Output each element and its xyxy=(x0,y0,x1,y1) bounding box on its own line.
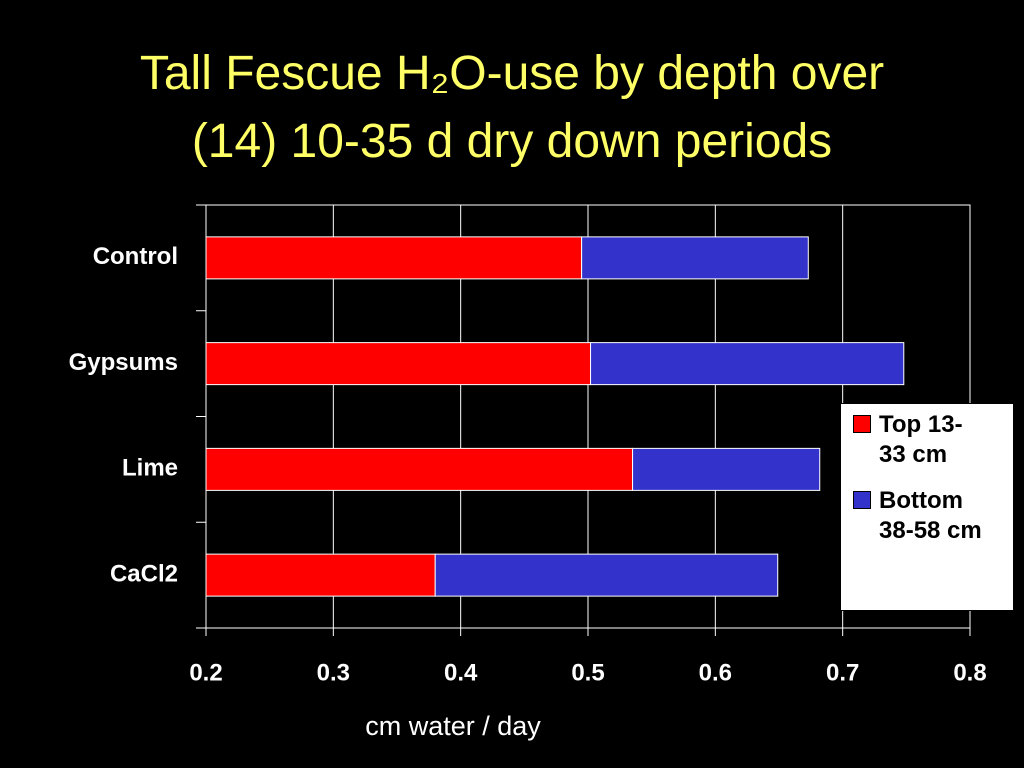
bar-segment xyxy=(205,447,634,491)
bar-segment xyxy=(205,236,583,280)
y-tick-label: CaCl2 xyxy=(110,560,178,587)
legend-label: Bottom 38-58 cm xyxy=(879,487,982,544)
y-tick-label: Gypsums xyxy=(69,349,178,376)
bar-segment xyxy=(205,342,592,386)
x-tick-label: 0.5 xyxy=(571,659,604,686)
x-tick-label: 0.3 xyxy=(317,659,350,686)
bar-segment xyxy=(205,553,436,597)
bar-segment xyxy=(581,236,809,280)
title-line: (14) 10-35 d dry down periods xyxy=(191,115,833,168)
legend: Top 13-33 cm Bottom 38-58 cm xyxy=(840,403,1014,611)
x-tick-label: 0.2 xyxy=(189,659,222,686)
legend-item: Top 13-33 cm xyxy=(853,410,1007,470)
legend-item: Bottom 38-58 cm xyxy=(853,486,1007,546)
bar-segment xyxy=(434,553,779,597)
bar-segment xyxy=(590,342,905,386)
x-tick-label: 0.7 xyxy=(826,659,859,686)
x-tick-label: 0.6 xyxy=(699,659,732,686)
bar-segment xyxy=(632,447,821,491)
y-tick-label: Control xyxy=(93,243,178,270)
title-line: Tall Fescue H₂O-use by depth over xyxy=(139,47,885,100)
legend-label: Top 13-33 cm xyxy=(879,411,963,468)
legend-swatch xyxy=(853,491,871,509)
x-tick-label: 0.4 xyxy=(444,659,478,686)
x-tick-label: 0.8 xyxy=(953,659,986,686)
chart-title: Tall Fescue H₂O-use by depth over (14) 1… xyxy=(0,40,1024,176)
y-tick-label: Lime xyxy=(122,455,178,482)
legend-swatch xyxy=(853,415,871,433)
x-axis-label: cm water / day xyxy=(365,711,541,741)
